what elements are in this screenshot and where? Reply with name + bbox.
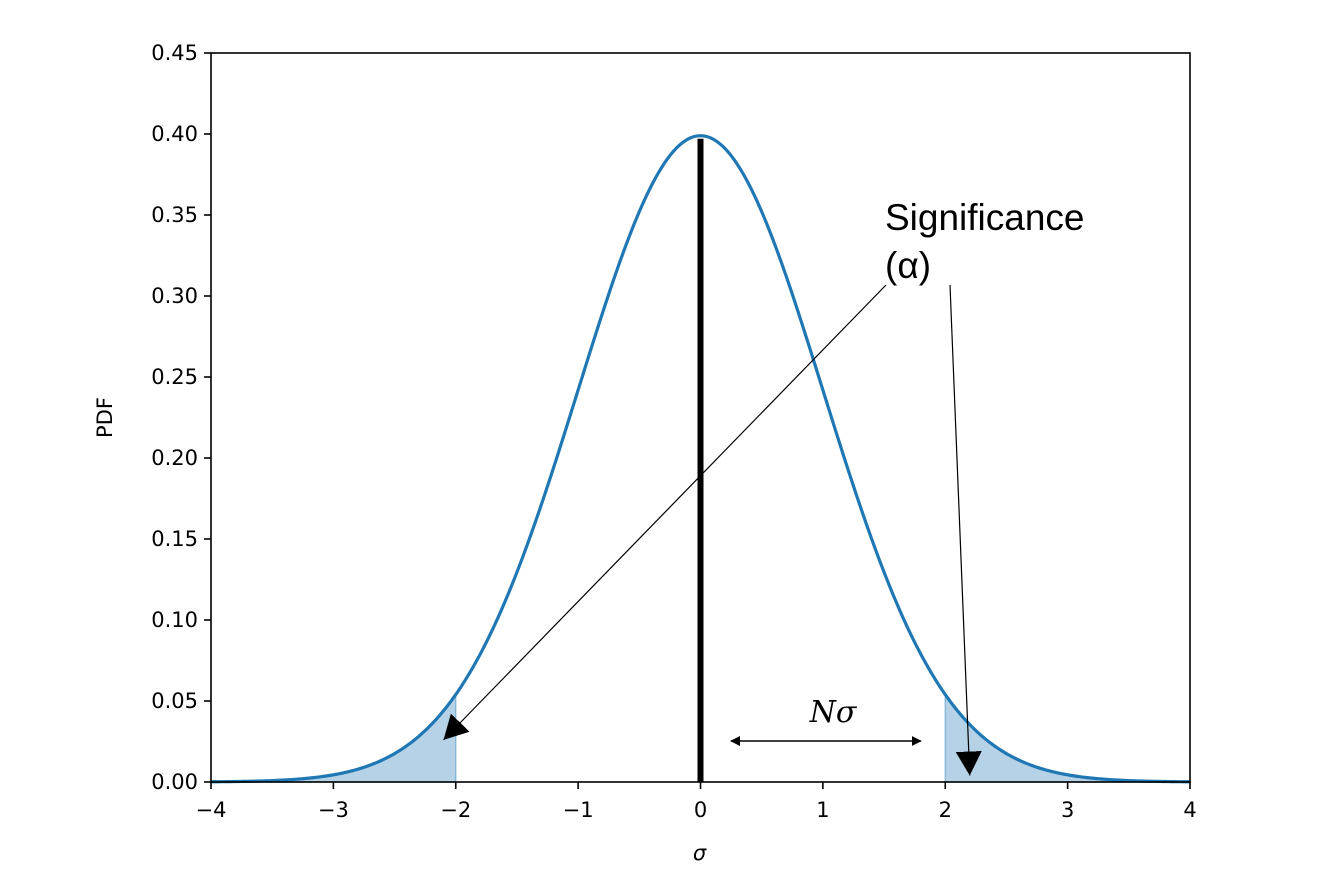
y-tick-label: 0.20 (151, 446, 198, 470)
y-tick-label: 0.15 (151, 527, 198, 551)
x-tick-label: 4 (1183, 798, 1196, 822)
pdf-curve (210, 134, 1191, 784)
x-tick-label: 2 (939, 798, 952, 822)
y-tick-label: 0.30 (151, 284, 198, 308)
x-tick-label: −3 (318, 798, 349, 822)
x-tick-label: 0 (694, 798, 707, 822)
significance-arrow-1 (949, 284, 982, 776)
y-tick-label: 0.40 (151, 122, 198, 146)
y-tick-label: 0.45 (151, 41, 198, 65)
y-tick-label: 0.35 (151, 203, 198, 227)
x-tick-label: −2 (440, 798, 471, 822)
x-tick-label: 3 (1061, 798, 1074, 822)
significance-arrow-0 (443, 284, 887, 741)
x-tick-label: 1 (816, 798, 829, 822)
axes: −4 −3 −2 −1 0 1 2 3 4 0.00 0.05 0.10 0.15 0.20 0.25 0.3… (151, 41, 1196, 822)
significance-label: Significance (885, 197, 1085, 238)
annotation-layer: Significance (α) Nσ (443, 197, 1085, 776)
significance-alpha-label: (α) (885, 245, 931, 286)
x-tick-label: −1 (563, 798, 594, 822)
x-axis-label: σ (693, 841, 707, 865)
y-tick-label: 0.10 (151, 608, 198, 632)
y-tick-label: 0.05 (151, 689, 198, 713)
y-axis-label: PDF (93, 397, 117, 438)
shaded-region-1 (944, 692, 1191, 783)
n-sigma-label: Nσ (809, 695, 858, 730)
y-tick-label: 0.25 (151, 365, 198, 389)
y-tick-label: 0.00 (151, 770, 198, 794)
shaded-region-0 (210, 692, 457, 783)
pdf-curve-layer (210, 134, 1191, 784)
x-tick-label: −4 (196, 798, 227, 822)
